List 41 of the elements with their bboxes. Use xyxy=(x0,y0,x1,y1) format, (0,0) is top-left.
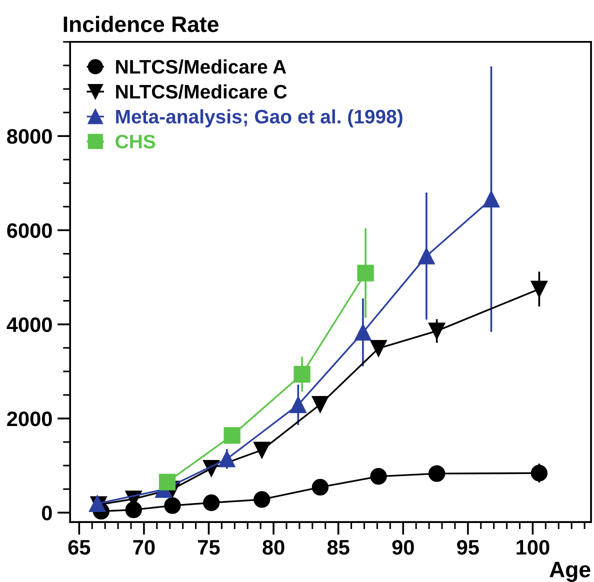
point xyxy=(224,427,240,444)
point xyxy=(164,497,181,514)
y-tick-label: 4000 xyxy=(6,317,52,332)
y-tick-label: 6000 xyxy=(7,223,52,238)
point xyxy=(370,468,387,485)
x-tick-label: 75 xyxy=(198,540,220,555)
x-tick-label: 85 xyxy=(327,540,350,555)
point xyxy=(218,450,236,468)
x-tick-label: 95 xyxy=(457,540,479,555)
point xyxy=(312,478,329,496)
point xyxy=(530,464,548,482)
point xyxy=(428,465,446,482)
x-tick-label: 100 xyxy=(516,540,550,555)
x-axis-title: Age xyxy=(550,562,590,582)
point xyxy=(357,264,374,282)
legend-label: Meta-analysis; Gao et al. (1998) xyxy=(116,109,402,128)
point xyxy=(530,280,548,298)
point xyxy=(482,190,500,208)
legend-label: CHS xyxy=(116,134,156,148)
point xyxy=(428,322,446,340)
x-tick-label: 90 xyxy=(392,540,414,555)
y-axis-title: Incidence Rate xyxy=(64,16,218,32)
point xyxy=(254,491,270,508)
point xyxy=(203,494,220,512)
x-tick-label: 80 xyxy=(262,540,284,555)
point xyxy=(418,248,435,264)
point xyxy=(125,501,142,518)
point xyxy=(254,442,270,458)
point xyxy=(370,340,387,357)
point xyxy=(290,396,306,414)
point xyxy=(158,474,176,490)
point xyxy=(294,366,310,383)
x-tick-label: 70 xyxy=(133,540,155,555)
legend-label: NLTCS/Medicare C xyxy=(116,84,287,99)
legend-label: NLTCS/Medicare A xyxy=(116,59,286,74)
y-tick-label: 8000 xyxy=(7,129,52,144)
point xyxy=(312,396,329,413)
y-tick-label: 0 xyxy=(42,506,52,520)
point xyxy=(354,324,372,341)
x-tick-label: 65 xyxy=(68,540,90,555)
y-tick-label: 2000 xyxy=(7,411,52,426)
